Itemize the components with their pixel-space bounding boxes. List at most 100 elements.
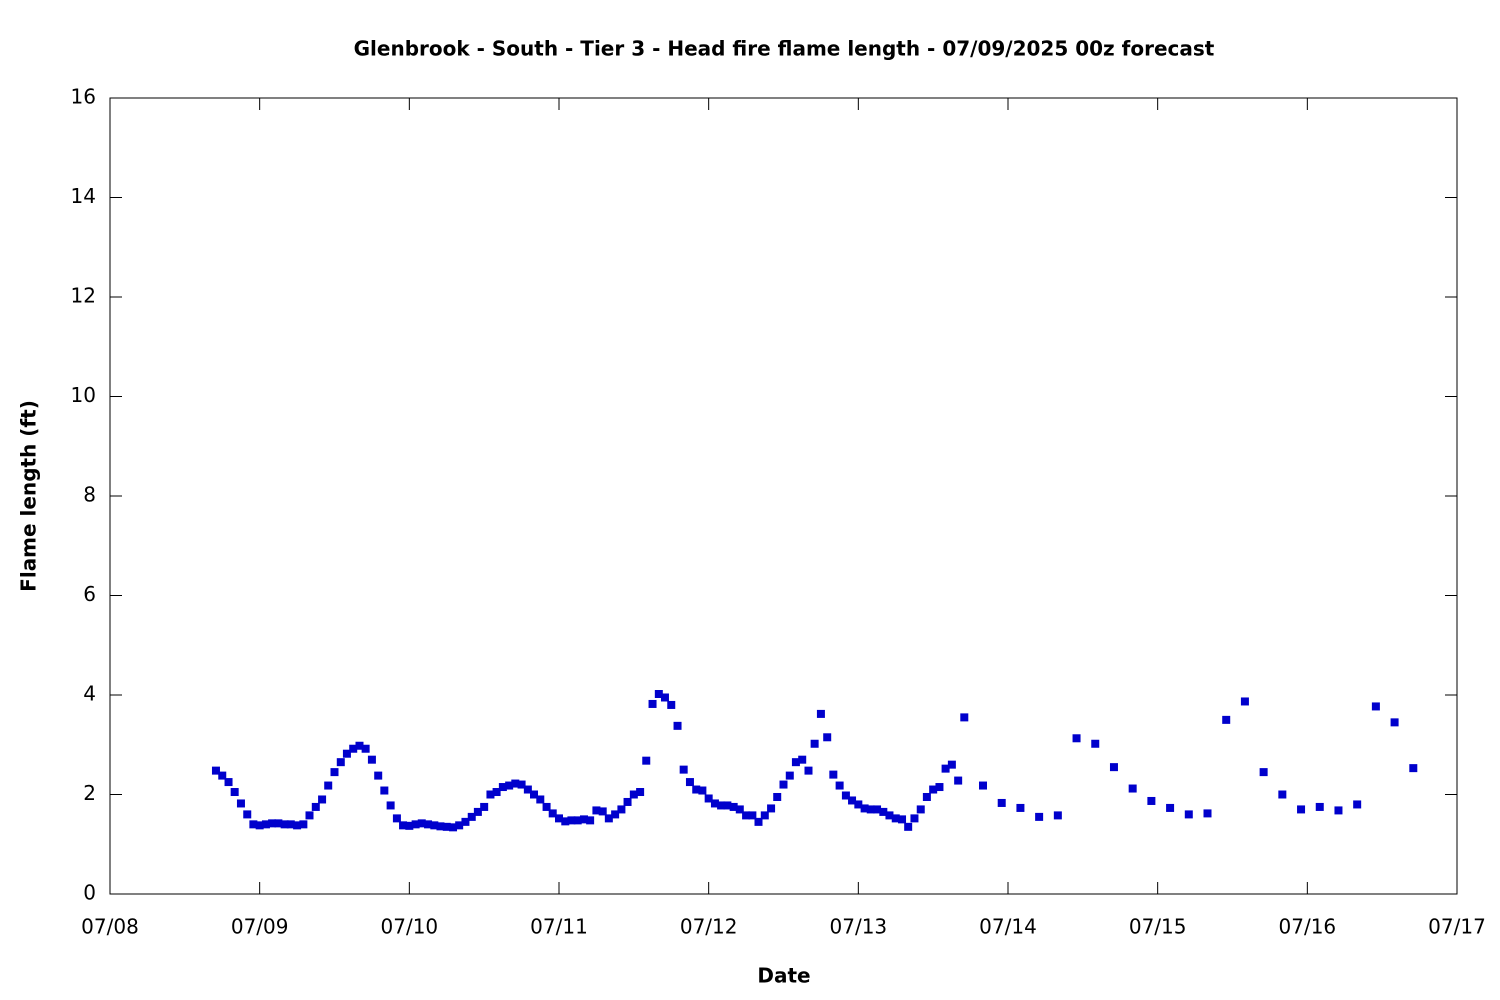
data-point <box>723 801 732 810</box>
data-point <box>748 811 757 820</box>
x-tick-label: 07/17 <box>1428 915 1486 939</box>
data-point <box>424 820 433 829</box>
data-point <box>405 821 414 830</box>
data-point <box>1353 800 1362 809</box>
data-point <box>492 788 501 797</box>
data-point <box>236 799 245 808</box>
data-point <box>1128 784 1137 793</box>
data-point <box>685 778 694 787</box>
x-tick-label: 07/12 <box>680 915 738 939</box>
y-tick-label: 0 <box>83 881 96 905</box>
data-point <box>1184 810 1193 819</box>
x-tick-label: 07/16 <box>1279 915 1337 939</box>
y-tick-label: 6 <box>83 582 96 606</box>
data-point <box>804 766 813 775</box>
data-point <box>261 820 270 829</box>
x-tick-label: 07/10 <box>381 915 439 939</box>
data-point <box>904 822 913 831</box>
data-point <box>318 795 327 804</box>
data-point <box>1166 803 1175 812</box>
data-point <box>698 786 707 795</box>
data-point <box>848 796 857 805</box>
data-point <box>498 783 507 792</box>
y-axis-label: Flame length (ft) <box>17 400 41 592</box>
data-point <box>542 802 551 811</box>
data-point <box>710 799 719 808</box>
data-point <box>561 817 570 826</box>
data-point <box>361 744 370 753</box>
data-point <box>411 820 420 829</box>
y-tick-label: 16 <box>71 85 96 109</box>
data-point <box>885 811 894 820</box>
data-point <box>380 786 389 795</box>
data-point <box>611 810 620 819</box>
data-point <box>717 801 726 810</box>
data-point <box>873 805 882 814</box>
data-point <box>1278 790 1287 799</box>
data-point <box>791 758 800 767</box>
data-point <box>449 823 458 832</box>
data-point <box>1053 811 1062 820</box>
data-point <box>268 819 277 828</box>
data-point <box>667 700 676 709</box>
data-point <box>854 800 863 809</box>
data-point <box>430 821 439 830</box>
data-point <box>579 815 588 824</box>
data-point <box>891 814 900 823</box>
data-point <box>760 811 769 820</box>
data-point <box>648 699 657 708</box>
data-point <box>954 776 963 785</box>
data-point <box>461 817 470 826</box>
data-point <box>349 744 358 753</box>
data-point <box>660 693 669 702</box>
data-point <box>1091 739 1100 748</box>
data-point <box>997 798 1006 807</box>
data-point <box>243 810 252 819</box>
data-point <box>586 816 595 825</box>
data-point <box>1334 806 1343 815</box>
data-point <box>910 814 919 823</box>
data-point <box>916 805 925 814</box>
data-point <box>735 805 744 814</box>
data-point <box>773 792 782 801</box>
data-point <box>505 781 514 790</box>
data-point <box>604 814 613 823</box>
data-point <box>523 785 532 794</box>
data-point <box>555 814 563 823</box>
data-point <box>779 780 788 789</box>
data-point <box>286 820 295 829</box>
data-point <box>1240 697 1249 706</box>
data-point <box>1072 734 1081 743</box>
data-point <box>280 820 289 829</box>
data-point <box>816 709 825 718</box>
data-point <box>386 801 395 810</box>
data-point <box>592 806 601 815</box>
y-tick-label: 10 <box>71 383 96 407</box>
data-point <box>417 819 426 828</box>
data-point <box>929 785 938 794</box>
data-point <box>673 721 682 730</box>
data-point <box>249 820 258 829</box>
data-point <box>573 816 582 825</box>
data-point <box>224 778 233 787</box>
data-point <box>642 756 651 765</box>
data-point <box>442 822 451 831</box>
data-point <box>823 733 832 742</box>
data-point <box>299 820 308 829</box>
data-point <box>311 802 320 811</box>
data-point <box>511 779 520 788</box>
data-point <box>467 812 476 821</box>
data-point <box>1222 715 1231 724</box>
data-point <box>617 805 626 814</box>
data-point <box>1297 805 1306 814</box>
data-point <box>274 819 283 828</box>
data-point <box>293 821 302 830</box>
data-point <box>629 790 638 799</box>
data-point <box>742 811 751 820</box>
data-point <box>392 814 401 823</box>
data-point <box>536 795 545 804</box>
data-point <box>835 781 844 790</box>
